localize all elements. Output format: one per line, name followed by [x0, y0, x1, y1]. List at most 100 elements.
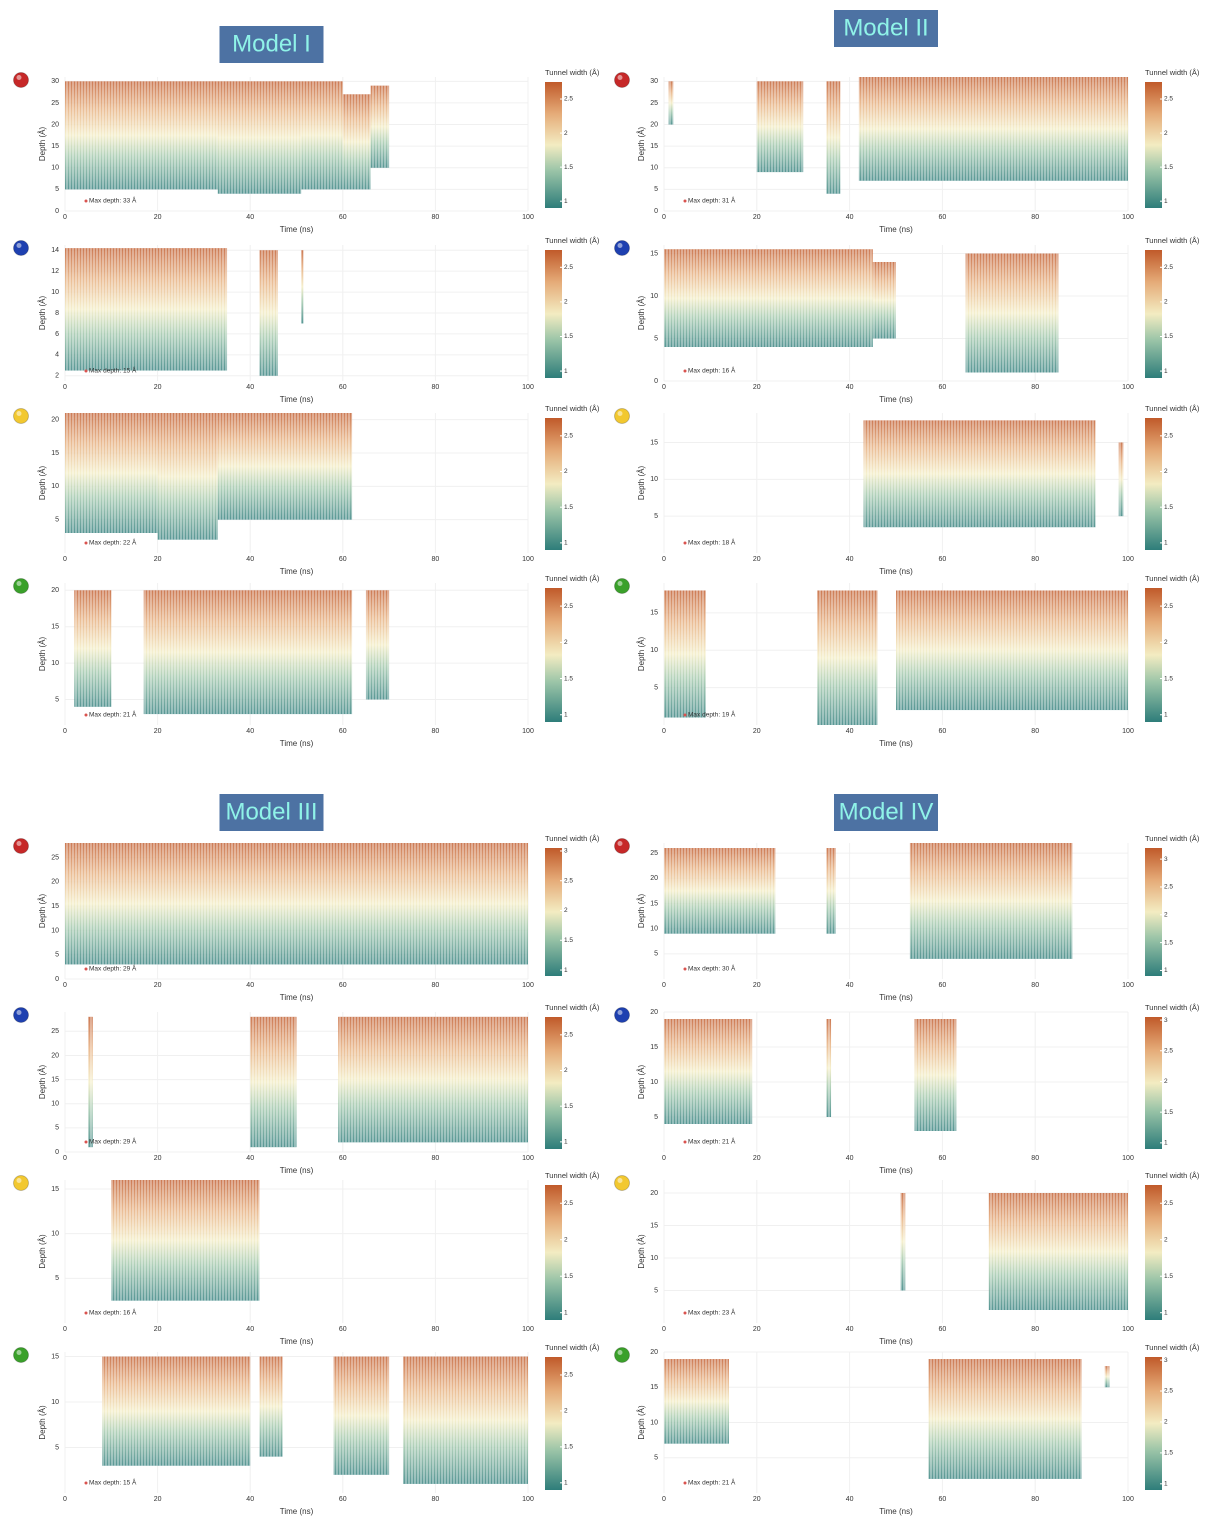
marker-highlight — [16, 411, 22, 416]
x-axis-label: Time (ns) — [280, 1166, 314, 1175]
x-tick-label: 100 — [522, 214, 534, 221]
panel: 0 20 40 60 80 100 5 10 15 Time (ns) Depth (Å) Max d… — [614, 404, 1200, 576]
x-tick-label: 60 — [339, 982, 347, 989]
series-marker — [13, 1347, 29, 1363]
colorbar-label: Tunnel width (Å) — [1145, 68, 1200, 77]
x-tick-label: 20 — [154, 1326, 162, 1333]
y-tick-label: 2 — [55, 373, 59, 380]
x-tick-label: 0 — [662, 982, 666, 989]
y-tick-label: 5 — [654, 186, 658, 193]
y-tick-label: 15 — [51, 903, 59, 910]
x-tick-label: 40 — [246, 214, 254, 221]
segment-texture — [928, 1359, 1082, 1479]
x-tick-label: 0 — [662, 384, 666, 391]
segment-texture — [1118, 442, 1124, 517]
annotation: Max depth: 22 Å — [89, 538, 137, 547]
y-axis-label: Depth (Å) — [637, 894, 646, 929]
series-marker — [614, 408, 630, 424]
annotation: Max depth: 29 Å — [89, 1137, 137, 1146]
y-axis-label: Depth (Å) — [637, 637, 646, 672]
series-marker — [13, 838, 29, 854]
y-tick-label: 20 — [51, 121, 59, 128]
y-tick-label: 10 — [650, 925, 658, 932]
colorbar — [1145, 418, 1162, 550]
x-tick-label: 100 — [1122, 214, 1134, 221]
x-tick-label: 60 — [339, 1496, 347, 1503]
y-tick-label: 0 — [55, 208, 59, 215]
series-marker — [614, 240, 630, 256]
y-tick-label: 15 — [650, 143, 658, 150]
colorbar — [545, 588, 562, 722]
x-axis-label: Time (ns) — [280, 739, 314, 748]
y-axis-label: Depth (Å) — [637, 1065, 646, 1100]
x-axis-label: Time (ns) — [280, 395, 314, 404]
marker-highlight — [16, 75, 22, 80]
colorbar-tick-label: 1 — [564, 967, 568, 974]
segment-texture — [250, 1016, 297, 1148]
colorbar-tick-label: 2.5 — [1164, 433, 1173, 440]
x-tick-label: 80 — [432, 214, 440, 221]
x-tick-label: 20 — [753, 556, 761, 563]
y-tick-label: 15 — [650, 1044, 658, 1051]
segment-texture — [217, 81, 274, 194]
y-axis-label: Depth (Å) — [38, 127, 47, 162]
colorbar-tick-label: 1.5 — [1164, 1109, 1173, 1116]
y-tick-label: 30 — [650, 78, 658, 85]
annotation-dot — [84, 1481, 88, 1485]
marker-highlight — [617, 243, 623, 248]
marker-highlight — [16, 1350, 22, 1355]
colorbar-tick-label: 2.5 — [564, 1200, 573, 1207]
colorbar-tick-label: 1 — [1164, 967, 1168, 974]
colorbar-tick-label: 2.5 — [564, 1032, 573, 1039]
y-tick-label: 20 — [51, 417, 59, 424]
colorbar-tick-label: 1.5 — [1164, 1273, 1173, 1280]
y-tick-label: 25 — [51, 1028, 59, 1035]
colorbar-tick-label: 2 — [1164, 1419, 1168, 1426]
x-tick-label: 60 — [339, 728, 347, 735]
x-tick-label: 0 — [63, 1326, 67, 1333]
series-marker — [13, 578, 29, 594]
x-tick-label: 20 — [154, 1496, 162, 1503]
segment-texture — [342, 94, 371, 190]
annotation-dot — [84, 967, 88, 971]
x-tick-label: 100 — [522, 1155, 534, 1162]
x-tick-label: 20 — [154, 556, 162, 563]
colorbar-tick-label: 1.5 — [1164, 333, 1173, 340]
colorbar-tick-label: 1 — [1164, 1309, 1168, 1316]
colorbar-tick-label: 2.5 — [1164, 1388, 1173, 1395]
colorbar-tick-label: 1 — [564, 540, 568, 547]
y-tick-label: 15 — [51, 1353, 59, 1360]
colorbar-tick-label: 2.5 — [1164, 96, 1173, 103]
y-tick-label: 10 — [650, 1255, 658, 1262]
y-tick-label: 15 — [51, 624, 59, 631]
colorbar-label: Tunnel width (Å) — [545, 68, 600, 77]
y-tick-label: 10 — [51, 927, 59, 934]
x-tick-label: 100 — [522, 556, 534, 563]
segment-texture — [863, 420, 1096, 528]
colorbar-tick-label: 2 — [564, 468, 568, 475]
annotation: Max depth: 16 Å — [688, 366, 736, 375]
y-tick-label: 10 — [650, 647, 658, 654]
segment-texture — [664, 1359, 729, 1444]
y-tick-label: 10 — [51, 1230, 59, 1237]
colorbar-tick-label: 2 — [564, 907, 568, 914]
x-tick-label: 100 — [1122, 1155, 1134, 1162]
colorbar-tick-label: 1.5 — [1164, 675, 1173, 682]
segment-texture — [65, 843, 528, 965]
y-tick-label: 20 — [51, 879, 59, 886]
y-tick-label: 14 — [51, 247, 59, 254]
colorbar-tick-label: 2 — [564, 1236, 568, 1243]
marker-highlight — [617, 75, 623, 80]
x-tick-label: 60 — [339, 1155, 347, 1162]
model-title: Model III — [225, 798, 317, 825]
annotation-dot — [84, 199, 88, 203]
model-title: Model IV — [839, 798, 934, 825]
y-tick-label: 25 — [650, 850, 658, 857]
x-tick-label: 60 — [339, 556, 347, 563]
series-marker — [614, 1175, 630, 1191]
y-tick-label: 20 — [650, 875, 658, 882]
y-tick-label: 25 — [650, 100, 658, 107]
x-tick-label: 100 — [522, 1496, 534, 1503]
x-tick-label: 0 — [63, 1496, 67, 1503]
